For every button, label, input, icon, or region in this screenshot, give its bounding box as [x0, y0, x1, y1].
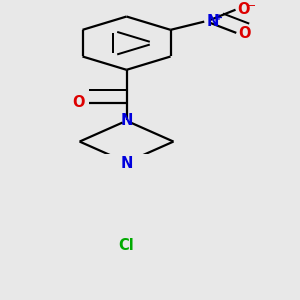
Text: +: + [215, 13, 223, 22]
Text: N: N [120, 156, 133, 171]
Text: N: N [120, 112, 133, 128]
Text: N: N [206, 14, 219, 29]
Text: O: O [237, 2, 250, 17]
Text: Cl: Cl [119, 238, 134, 253]
Text: O: O [72, 95, 85, 110]
Text: −: − [247, 1, 256, 10]
Text: O: O [238, 26, 250, 41]
